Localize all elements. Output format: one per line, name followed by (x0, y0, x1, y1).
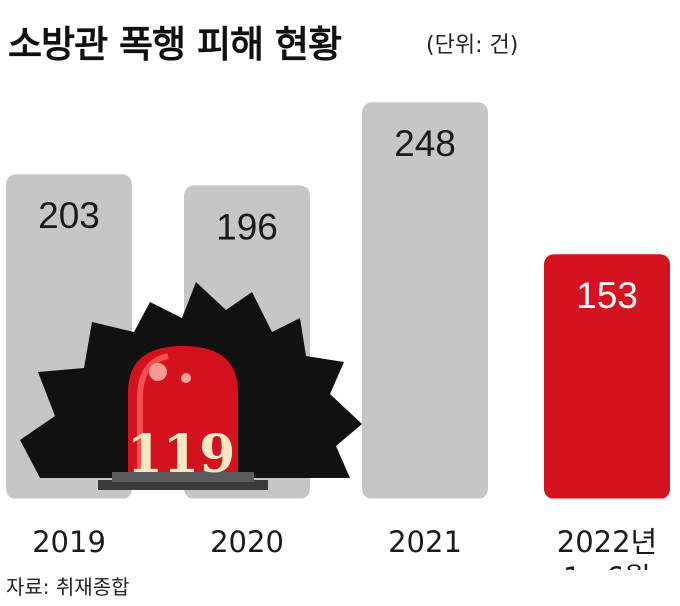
siren-base-top (112, 472, 254, 482)
siren-base (98, 480, 268, 490)
bar-value-label-0: 203 (38, 195, 100, 236)
bar-3 (544, 254, 670, 499)
bar-value-label-1: 196 (216, 206, 278, 247)
category-labels: 2019 2020 2021 2022년 1~6월 (32, 525, 657, 570)
siren-text-119: 119 (127, 424, 236, 485)
bar-value-label-3: 153 (576, 275, 638, 316)
category-label-2: 2021 (388, 525, 462, 559)
bar-value-label-2: 248 (394, 123, 456, 164)
unit-label: (단위: 건) (426, 33, 519, 58)
category-label-3-line-0: 2022년 (557, 525, 657, 559)
category-label-3-line-1: 1~6월 (563, 561, 651, 570)
chart-title: 소방관 폭행 피해 현황 (8, 23, 342, 66)
bar-2 (362, 102, 488, 499)
siren-highlight (149, 363, 167, 381)
bar-chart: 203 196 248 153 119 2019 2020 2021 2022년 1~6월 (6, 102, 670, 570)
siren-shine (137, 353, 169, 472)
siren-illustration: 119 (20, 282, 362, 490)
category-label-0: 2019 (32, 525, 106, 559)
category-label-1: 2020 (210, 525, 284, 559)
source-note: 자료: 취재종합 (6, 575, 130, 599)
bars-layer: 203 196 248 153 (6, 102, 670, 499)
siren-highlight-small (181, 373, 191, 383)
